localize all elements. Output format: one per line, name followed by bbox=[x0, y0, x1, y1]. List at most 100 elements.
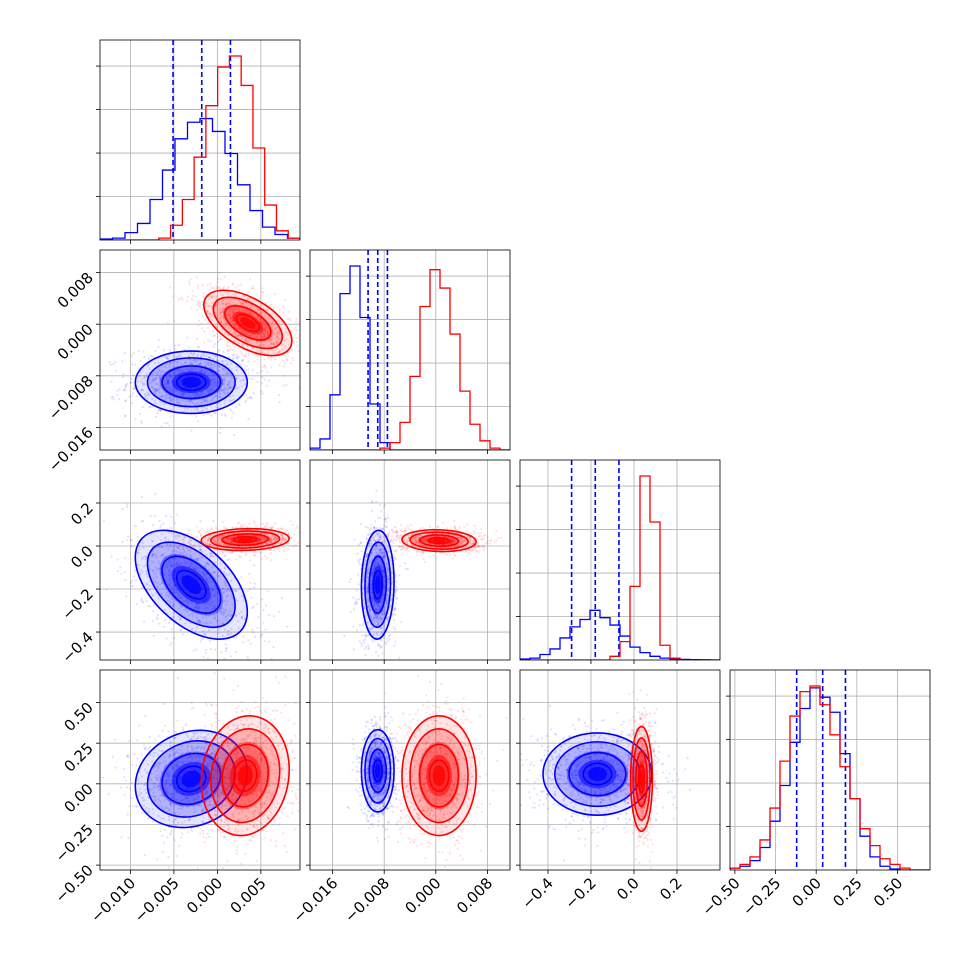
scatter-point bbox=[175, 563, 178, 566]
scatter-point bbox=[450, 537, 453, 540]
scatter-point bbox=[111, 395, 114, 398]
scatter-point bbox=[267, 590, 270, 593]
scatter-point bbox=[157, 567, 160, 571]
scatter-point bbox=[148, 568, 152, 571]
scatter-point bbox=[266, 326, 269, 329]
scatter-point bbox=[411, 539, 414, 542]
scatter-point bbox=[242, 309, 245, 312]
scatter-point bbox=[161, 581, 164, 584]
scatter-point bbox=[405, 547, 408, 550]
scatter-point bbox=[476, 541, 480, 544]
scatter-point bbox=[391, 672, 393, 674]
scatter-point bbox=[203, 537, 207, 540]
scatter-point bbox=[216, 538, 219, 542]
scatter-point bbox=[217, 369, 220, 373]
scatter-point bbox=[264, 329, 267, 332]
scatter-point bbox=[256, 380, 259, 383]
scatter-point bbox=[274, 357, 277, 360]
scatter-point bbox=[359, 523, 362, 526]
scatter-point bbox=[405, 529, 408, 533]
scatter-point bbox=[186, 336, 189, 339]
scatter-point bbox=[463, 538, 466, 541]
scatter-point bbox=[198, 306, 201, 309]
scatter-point bbox=[371, 599, 374, 603]
scatter-point bbox=[281, 344, 284, 347]
scatter-point bbox=[374, 603, 377, 606]
scatter-point bbox=[181, 391, 184, 394]
scatter-point bbox=[414, 537, 417, 540]
scatter-point bbox=[180, 596, 183, 600]
scatter-point bbox=[165, 394, 168, 397]
scatter-point bbox=[196, 559, 199, 562]
scatter-point bbox=[169, 286, 172, 289]
scatter-point bbox=[151, 593, 154, 596]
scatter-point bbox=[263, 330, 266, 333]
scatter-point bbox=[267, 332, 270, 335]
scatter-point bbox=[223, 413, 227, 416]
scatter-point bbox=[228, 573, 231, 576]
scatter-point bbox=[164, 363, 167, 366]
scatter-point bbox=[422, 552, 425, 555]
scatter-point bbox=[162, 349, 165, 352]
scatter-point bbox=[220, 382, 224, 385]
scatter-point bbox=[217, 335, 220, 338]
scatter-point bbox=[482, 534, 485, 538]
scatter-point bbox=[241, 343, 244, 346]
scatter-point bbox=[275, 341, 278, 344]
scatter-point bbox=[275, 343, 278, 346]
scatter-point bbox=[173, 387, 176, 390]
scatter-point bbox=[263, 329, 266, 332]
scatter-point bbox=[270, 321, 273, 324]
scatter-point bbox=[262, 333, 265, 336]
scatter-point bbox=[249, 304, 253, 307]
scatter-point bbox=[245, 338, 248, 341]
scatter-point bbox=[357, 559, 360, 562]
scatter-point bbox=[417, 536, 420, 539]
scatter-point bbox=[225, 323, 228, 326]
scatter-point bbox=[222, 551, 225, 554]
scatter-point bbox=[473, 540, 476, 543]
scatter-point bbox=[215, 536, 218, 539]
scatter-point bbox=[216, 384, 219, 387]
scatter-point bbox=[235, 542, 238, 545]
scatter-point bbox=[193, 545, 196, 549]
scatter-point bbox=[212, 294, 215, 297]
scatter-point bbox=[207, 543, 210, 546]
scatter-point bbox=[243, 300, 246, 304]
scatter-point bbox=[218, 537, 221, 540]
scatter-point bbox=[241, 302, 244, 305]
scatter-point bbox=[288, 340, 291, 343]
scatter-point bbox=[271, 329, 274, 332]
scatter-point bbox=[214, 304, 217, 307]
scatter-point bbox=[213, 378, 216, 381]
scatter-point bbox=[374, 546, 377, 549]
scatter-point bbox=[394, 602, 397, 605]
scatter-point bbox=[229, 298, 232, 301]
scatter-point bbox=[216, 542, 219, 545]
scatter-point bbox=[199, 548, 202, 551]
scatter-point bbox=[159, 375, 162, 378]
scatter-point bbox=[241, 302, 244, 305]
scatter-point bbox=[142, 350, 145, 353]
scatter-point bbox=[239, 380, 242, 383]
scatter-point bbox=[193, 352, 196, 356]
scatter-point bbox=[251, 606, 254, 610]
scatter-point bbox=[148, 392, 151, 395]
scatter-point bbox=[208, 537, 211, 540]
scatter-point bbox=[166, 356, 169, 360]
scatter-point bbox=[173, 549, 176, 553]
scatter-point bbox=[228, 314, 231, 317]
scatter-point bbox=[221, 367, 225, 370]
scatter-point bbox=[348, 580, 351, 583]
scatter-point bbox=[228, 408, 231, 411]
scatter-point bbox=[138, 563, 141, 567]
scatter-point bbox=[165, 579, 168, 582]
scatter-point bbox=[206, 326, 209, 329]
scatter-point bbox=[387, 616, 390, 619]
scatter-point bbox=[152, 355, 155, 358]
scatter-point bbox=[158, 622, 161, 625]
scatter-point bbox=[140, 422, 143, 425]
scatter-point bbox=[360, 541, 363, 544]
scatter-point bbox=[272, 615, 276, 618]
scatter-point bbox=[206, 412, 209, 416]
